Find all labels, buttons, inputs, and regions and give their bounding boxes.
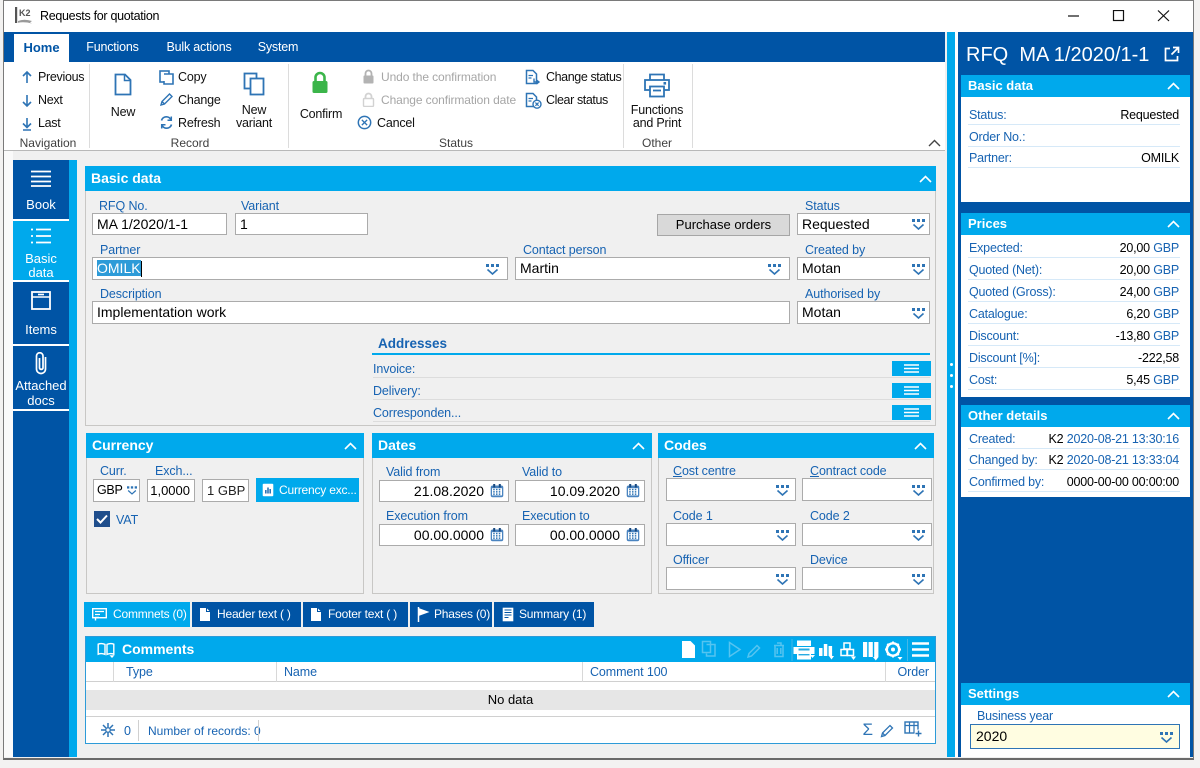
svg-text:K2: K2 [19,8,31,18]
